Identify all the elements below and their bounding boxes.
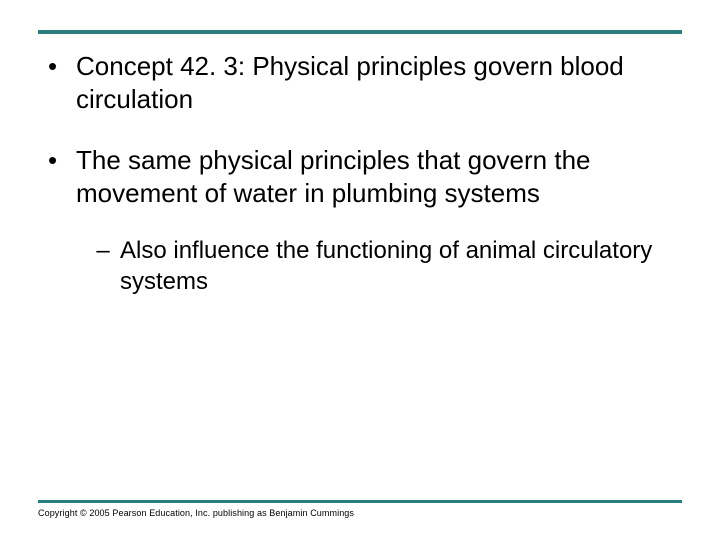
top-horizontal-rule bbox=[38, 30, 682, 34]
bullet-text: Concept 42. 3: Physical principles gover… bbox=[76, 50, 672, 115]
sub-bullet-text: Also influence the functioning of animal… bbox=[120, 236, 672, 297]
bullet-marker: • bbox=[48, 50, 76, 83]
copyright-text: Copyright © 2005 Pearson Education, Inc.… bbox=[38, 508, 354, 518]
dash-marker: – bbox=[86, 236, 120, 267]
sub-bullet-item-1: – Also influence the functioning of anim… bbox=[48, 236, 672, 297]
bottom-horizontal-rule bbox=[38, 500, 682, 503]
bullet-item-1: • Concept 42. 3: Physical principles gov… bbox=[48, 50, 672, 115]
bullet-marker: • bbox=[48, 144, 76, 177]
bullet-item-2: • The same physical principles that gove… bbox=[48, 144, 672, 209]
bullet-text: The same physical principles that govern… bbox=[76, 144, 672, 209]
